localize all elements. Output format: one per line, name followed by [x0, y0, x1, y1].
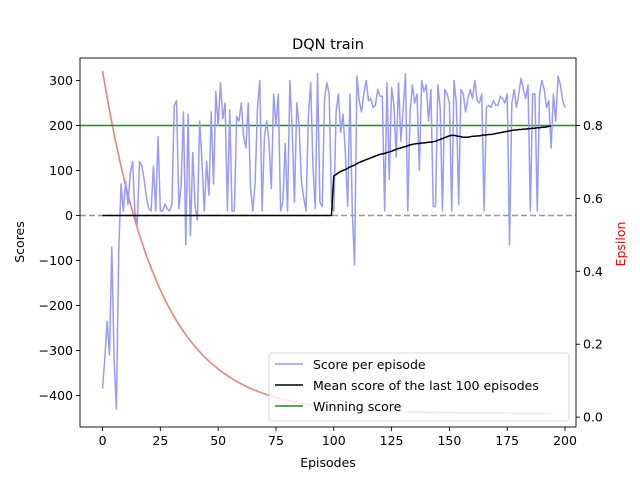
- legend-label-score: Score per episode: [313, 357, 426, 372]
- x-axis: 0 25 50 75 100 125 150 175 200: [99, 427, 577, 448]
- chart-title: DQN train: [292, 37, 364, 53]
- x-tick-label: 100: [322, 433, 346, 448]
- y2-tick-label: 0.0: [583, 410, 603, 425]
- mean-line: [102, 125, 552, 217]
- y-tick-label: −300: [39, 343, 73, 358]
- y-axis-left: −400 −300 −200 −100 0 100 200 300: [39, 73, 80, 403]
- legend-box: [268, 352, 570, 422]
- y2-tick-label: 0.6: [583, 191, 603, 206]
- x-axis-label: Episodes: [300, 455, 356, 470]
- mean-series: [102, 125, 552, 217]
- score-line: [101, 73, 566, 410]
- legend-label-mean: Mean score of the last 100 episodes: [313, 378, 539, 393]
- y-tick-label: 0: [65, 208, 73, 223]
- y2-tick-label: 0.4: [583, 264, 603, 279]
- x-tick-label: 200: [553, 433, 577, 448]
- legend-label-winning: Winning score: [313, 399, 402, 414]
- y-axis-right: 0.0 0.2 0.4 0.6 0.8: [576, 118, 603, 425]
- y2-tick-label: 0.2: [583, 337, 603, 352]
- y-tick-label: −200: [39, 298, 73, 313]
- plot-frame: [79, 57, 577, 428]
- x-tick-label: 50: [210, 433, 226, 448]
- legend: Score per episode Mean score of the last…: [268, 352, 570, 422]
- x-tick-label: 25: [152, 433, 168, 448]
- x-tick-label: 150: [437, 433, 461, 448]
- score-series: [101, 73, 566, 410]
- x-tick-label: 75: [268, 433, 284, 448]
- y-tick-label: 100: [49, 163, 73, 178]
- x-tick-label: 0: [99, 433, 107, 448]
- y-axis-label: Scores: [12, 221, 27, 263]
- x-tick-label: 125: [380, 433, 404, 448]
- y-tick-label: −100: [39, 253, 73, 268]
- y-tick-label: −400: [39, 388, 73, 403]
- y2-tick-label: 0.8: [583, 118, 603, 133]
- y2-axis-label: Epsilon: [613, 222, 628, 267]
- y-tick-label: 200: [49, 118, 73, 133]
- x-tick-label: 175: [495, 433, 519, 448]
- y-tick-label: 300: [49, 73, 73, 88]
